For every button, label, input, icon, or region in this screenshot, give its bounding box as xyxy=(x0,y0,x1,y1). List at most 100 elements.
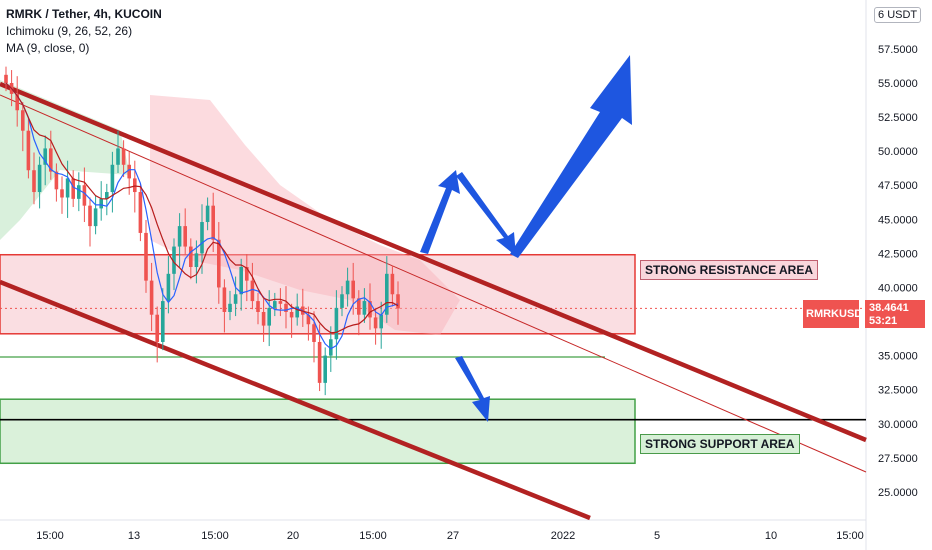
candle-body xyxy=(312,324,316,342)
candle-body xyxy=(15,93,19,111)
projection-arrows xyxy=(420,55,632,422)
candle-body xyxy=(189,246,193,268)
candle-body xyxy=(99,198,103,209)
y-tick-label: 42.5000 xyxy=(878,248,918,260)
channel-lower-line xyxy=(0,279,591,521)
candle-body xyxy=(110,164,115,193)
support-zone-label: STRONG SUPPORT AREA xyxy=(640,434,800,454)
currency-badge[interactable]: 6 USDT xyxy=(874,7,922,23)
cloud-red xyxy=(150,95,460,335)
candle-body xyxy=(116,148,120,165)
symbol-tag: RMRKUSDT xyxy=(803,300,869,328)
y-tick-label: 32.5000 xyxy=(878,385,918,397)
candle-body xyxy=(222,287,227,312)
y-tick-label: 45.0000 xyxy=(878,214,918,226)
x-tick-label: 15:00 xyxy=(201,530,229,542)
candle-body xyxy=(289,311,294,318)
candle-body xyxy=(172,246,176,274)
legend-title: RMRK / Tether, 4h, KUCOIN xyxy=(6,7,162,21)
candle-body xyxy=(295,306,299,318)
candle-body xyxy=(71,178,75,199)
candle-body xyxy=(323,355,327,383)
candle-body xyxy=(200,222,204,254)
candle-body xyxy=(133,178,137,193)
candle-body xyxy=(250,280,255,302)
channel-upper-line xyxy=(0,81,867,443)
candle-body xyxy=(390,273,395,295)
candle-body xyxy=(194,253,199,268)
candle-body xyxy=(284,303,288,312)
candle-body xyxy=(385,273,389,315)
candle-body xyxy=(261,311,266,326)
candle-body xyxy=(317,341,322,383)
candle-body xyxy=(228,303,232,312)
candle-body xyxy=(379,314,383,329)
price-axis: 57.5000 55.0000 52.5000 50.0000 47.5000 45.00… xyxy=(36,44,918,542)
candle-body xyxy=(329,339,333,356)
x-tick-label: 10 xyxy=(765,530,777,542)
chart-legend: RMRK / Tether, 4h, KUCOIN Ichimoku (9, 2… xyxy=(6,6,162,57)
candle-body xyxy=(49,148,53,172)
x-tick-label: 15:00 xyxy=(836,530,864,542)
candle-body xyxy=(121,148,126,165)
candle-body xyxy=(278,301,283,304)
candle-body xyxy=(32,170,36,193)
candle-body xyxy=(267,307,271,326)
candle-body xyxy=(217,239,221,288)
candle-body xyxy=(105,192,109,199)
legend-ichimoku[interactable]: Ichimoku (9, 26, 52, 26) xyxy=(6,24,133,38)
candle-body xyxy=(245,267,249,281)
candle-body xyxy=(166,273,171,302)
last-price: 38.4641 xyxy=(869,302,909,314)
candle-body xyxy=(144,232,148,281)
x-tick-label: 13 xyxy=(128,530,140,542)
candle-body xyxy=(273,301,277,308)
candle-body xyxy=(306,314,311,325)
currency-prefix: 6 xyxy=(878,9,885,21)
y-tick-label: 55.0000 xyxy=(878,78,918,90)
x-tick-label: 15:00 xyxy=(36,530,64,542)
candle-body xyxy=(26,130,31,171)
x-tick-label: 5 xyxy=(654,530,660,542)
candle-body xyxy=(77,185,81,199)
y-tick-label: 25.0000 xyxy=(878,487,918,499)
legend-ma[interactable]: MA (9, close, 0) xyxy=(6,41,90,55)
y-tick-label: 27.5000 xyxy=(878,453,918,465)
candle-body xyxy=(205,205,210,223)
symbol-label: RMRKUSDT xyxy=(806,308,869,320)
indicator-lines xyxy=(5,82,399,350)
candle-body xyxy=(149,280,154,315)
y-tick-label: 52.5000 xyxy=(878,112,918,124)
channel-mid-line xyxy=(0,94,867,473)
y-tick-label: 50.0000 xyxy=(878,146,918,158)
candle-body xyxy=(54,171,59,190)
x-tick-label: 15:00 xyxy=(359,530,387,542)
candle-body xyxy=(21,110,25,131)
candle-body xyxy=(127,164,131,179)
candle-body xyxy=(37,164,42,193)
arrow-up-large xyxy=(510,55,632,258)
kijun-line xyxy=(5,82,399,334)
y-tick-label: 40.0000 xyxy=(878,282,918,294)
candle-body xyxy=(340,294,344,308)
ma-line xyxy=(5,82,399,350)
candle-body xyxy=(357,298,361,315)
y-tick-label: 35.0000 xyxy=(878,351,918,363)
ichimoku-cloud xyxy=(0,80,460,335)
candle-body xyxy=(239,267,243,295)
cloud-green xyxy=(0,80,130,240)
x-tick-label: 2022 xyxy=(551,530,575,542)
candle-body xyxy=(183,226,187,247)
candle-body xyxy=(396,294,400,309)
candle-body xyxy=(138,192,143,233)
arrow-up-small xyxy=(420,170,460,254)
candle-body xyxy=(161,301,165,342)
currency-label: USDT xyxy=(887,9,918,21)
candle-body xyxy=(82,185,87,206)
candle-body xyxy=(155,314,159,342)
candle-body xyxy=(65,178,70,198)
candle-body xyxy=(211,205,215,240)
y-tick-label: 57.5000 xyxy=(878,44,918,56)
candle-body xyxy=(368,301,372,318)
arrow-down-retest xyxy=(456,172,516,256)
